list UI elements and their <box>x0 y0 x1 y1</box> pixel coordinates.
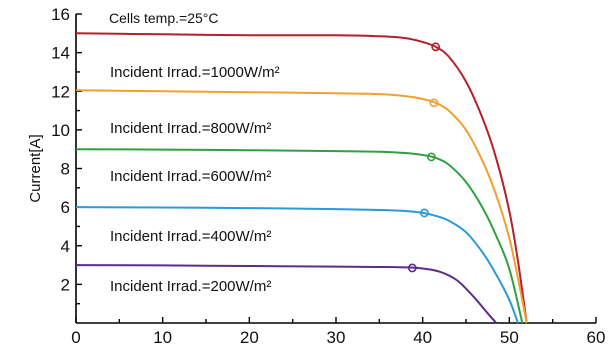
labels: Current[A] Cells temp.=25°C Incident Irrad… <box>27 10 280 295</box>
mpp-marker <box>419 208 429 218</box>
series-line <box>75 148 524 324</box>
x-tick-label: 10 <box>153 328 172 347</box>
y-tick-label: 10 <box>51 121 70 140</box>
series-label: Incident Irrad.=400W/m² <box>110 228 271 245</box>
x-tick-label: 30 <box>327 328 346 347</box>
series-line <box>75 206 519 324</box>
x-tick-label: 20 <box>240 328 259 347</box>
y-tick-label: 2 <box>61 275 70 294</box>
mpp-marker <box>429 98 439 108</box>
series-label: Incident Irrad.=200W/m² <box>110 278 271 295</box>
series-label: Incident Irrad.=1000W/m² <box>110 64 280 81</box>
y-axis-title: Current[A] <box>27 134 44 202</box>
x-tick-label: 40 <box>413 328 432 347</box>
mpp-markers <box>407 42 441 273</box>
x-tick-label: 0 <box>71 328 80 347</box>
series-line <box>75 89 528 324</box>
x-tick-label: 60 <box>587 328 606 347</box>
x-tick-label: 50 <box>500 328 519 347</box>
cells-temp-annotation: Cells temp.=25°C <box>109 10 218 26</box>
mpp-marker <box>407 263 417 273</box>
ticks: 0 10 20 30 40 50 60 2 4 6 8 10 12 14 16 <box>51 5 605 347</box>
series-label: Incident Irrad.=600W/m² <box>110 168 271 185</box>
y-tick-label: 12 <box>51 82 70 101</box>
y-tick-label: 6 <box>61 198 70 217</box>
y-tick-label: 14 <box>51 44 70 63</box>
mpp-marker <box>431 42 441 52</box>
mpp-marker <box>426 152 436 162</box>
y-tick-label: 16 <box>51 5 70 24</box>
y-tick-label: 8 <box>61 160 70 179</box>
series-label: Incident Irrad.=800W/m² <box>110 120 271 137</box>
y-tick-label: 4 <box>61 237 70 256</box>
